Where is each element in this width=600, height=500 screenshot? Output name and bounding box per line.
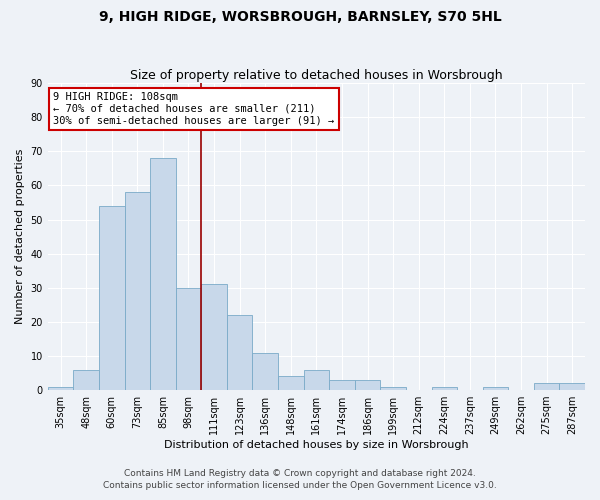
Title: Size of property relative to detached houses in Worsbrough: Size of property relative to detached ho… (130, 69, 503, 82)
Text: Contains HM Land Registry data © Crown copyright and database right 2024.
Contai: Contains HM Land Registry data © Crown c… (103, 468, 497, 490)
Text: 9, HIGH RIDGE, WORSBROUGH, BARNSLEY, S70 5HL: 9, HIGH RIDGE, WORSBROUGH, BARNSLEY, S70… (98, 10, 502, 24)
Bar (150, 158, 176, 390)
Bar (304, 370, 329, 390)
Bar (99, 206, 125, 390)
Bar (482, 386, 508, 390)
Bar (329, 380, 355, 390)
Bar (227, 315, 253, 390)
Bar (431, 386, 457, 390)
Bar (176, 288, 201, 390)
Bar (380, 386, 406, 390)
X-axis label: Distribution of detached houses by size in Worsbrough: Distribution of detached houses by size … (164, 440, 469, 450)
Bar (125, 192, 150, 390)
Bar (534, 384, 559, 390)
Bar (253, 352, 278, 390)
Bar (559, 384, 585, 390)
Bar (355, 380, 380, 390)
Bar (73, 370, 99, 390)
Text: 9 HIGH RIDGE: 108sqm
← 70% of detached houses are smaller (211)
30% of semi-deta: 9 HIGH RIDGE: 108sqm ← 70% of detached h… (53, 92, 334, 126)
Bar (278, 376, 304, 390)
Bar (201, 284, 227, 390)
Y-axis label: Number of detached properties: Number of detached properties (15, 149, 25, 324)
Bar (48, 386, 73, 390)
